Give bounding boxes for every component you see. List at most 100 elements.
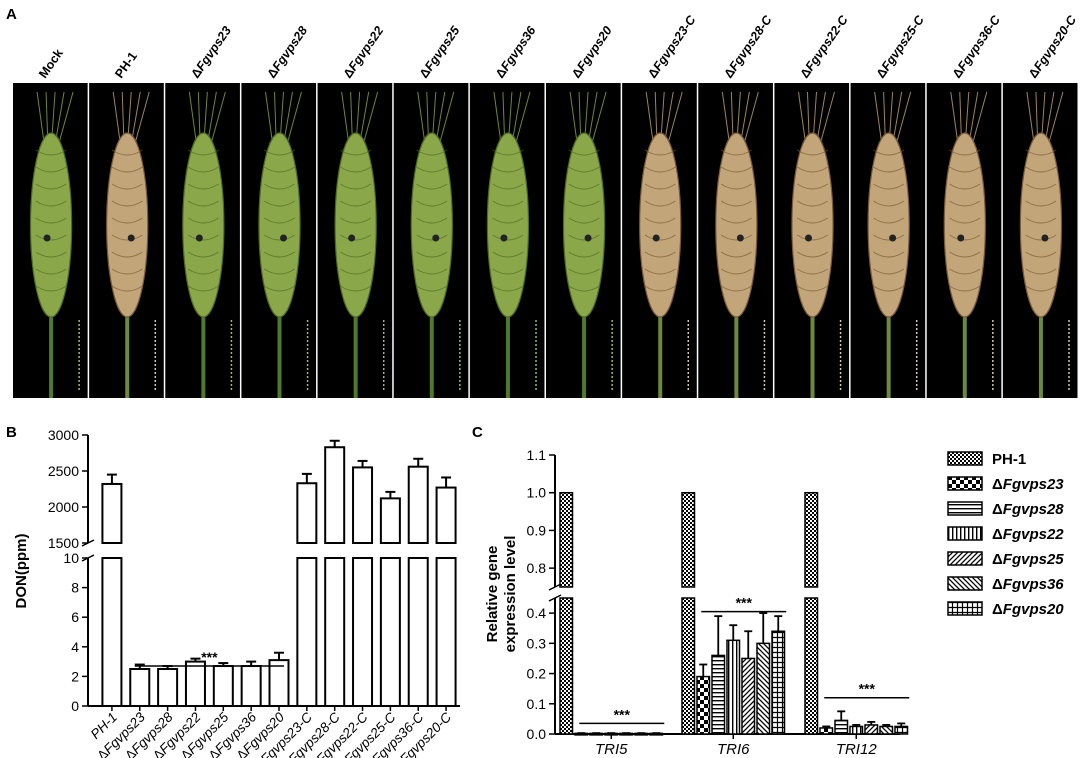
legend-item: ΔFgvps20 bbox=[947, 601, 1064, 618]
legend-swatch bbox=[947, 451, 983, 466]
wheat-spikelet bbox=[949, 268, 981, 275]
wheat-spikelet bbox=[35, 200, 67, 207]
bar-group-TRI6 bbox=[681, 491, 786, 735]
photo-tile-1 bbox=[89, 83, 164, 398]
wheat-spikelet bbox=[263, 217, 296, 224]
legend-label: PH-1 bbox=[992, 451, 1026, 468]
bar bbox=[756, 642, 771, 735]
photo-tile-13 bbox=[1002, 83, 1078, 398]
wheat-spikelet bbox=[340, 217, 372, 224]
wheat-spikelet bbox=[187, 149, 219, 156]
inoculation-site bbox=[652, 234, 660, 242]
bar-group-TRI12 bbox=[804, 491, 909, 735]
legend-item: ΔFgvps36 bbox=[947, 576, 1064, 593]
wheat-spikelet bbox=[416, 183, 448, 190]
wheat-spikelet bbox=[873, 234, 905, 241]
bar bbox=[804, 597, 819, 735]
x-tick-label: TRI12 bbox=[836, 741, 878, 758]
wheat-spikelet bbox=[1025, 234, 1057, 241]
wheat-spikelet bbox=[111, 166, 143, 173]
y-tick-label: 3000 bbox=[48, 427, 79, 443]
legend-label: ΔFgvps20 bbox=[992, 601, 1064, 618]
bar bbox=[129, 668, 151, 707]
bar bbox=[407, 557, 429, 707]
wheat-spikelet bbox=[796, 200, 829, 207]
bar bbox=[379, 497, 401, 544]
wheat-head bbox=[715, 132, 758, 318]
wheat-spikelet bbox=[568, 166, 600, 173]
bar bbox=[894, 725, 909, 735]
wheat-spikelet bbox=[340, 251, 372, 258]
legend-item: ΔFgvps23 bbox=[947, 476, 1064, 493]
legend-label: ΔFgvps23 bbox=[992, 476, 1064, 493]
bar bbox=[407, 465, 429, 544]
bar bbox=[559, 597, 574, 735]
bar bbox=[819, 727, 834, 735]
strain-label: ΔFgvps25-C bbox=[874, 12, 928, 81]
wheat-spikelet bbox=[492, 183, 524, 190]
wheat-head bbox=[258, 132, 301, 318]
bar bbox=[379, 557, 401, 707]
wheat-spikelet bbox=[796, 149, 829, 156]
wheat-spikelet bbox=[416, 200, 448, 207]
axis-break-mark bbox=[548, 583, 562, 591]
inoculation-site bbox=[957, 234, 965, 242]
y-tick-label: 4 bbox=[71, 639, 79, 655]
photo-tile-10 bbox=[774, 83, 850, 398]
bar bbox=[157, 668, 179, 707]
photo-tile-4 bbox=[317, 83, 393, 398]
inoculation-site bbox=[736, 234, 744, 242]
wheat-spikelet bbox=[720, 285, 752, 292]
wheat-spikelet bbox=[1025, 183, 1057, 190]
legend-label: ΔFgvps36 bbox=[992, 576, 1064, 593]
inoculation-site bbox=[805, 234, 812, 242]
wheat-spikelet bbox=[35, 217, 67, 224]
legend-swatch bbox=[947, 476, 983, 491]
wheat-spikelet bbox=[340, 285, 372, 292]
y-tick-label: 0.1 bbox=[527, 696, 547, 712]
chart-legend: PH-1 ΔFgvps23 ΔFgvps28 ΔFgvps22 ΔFgvps25 ΔFgv… bbox=[947, 451, 1064, 618]
wheat-spikelet bbox=[263, 285, 296, 292]
wheat-head bbox=[410, 132, 453, 318]
bar bbox=[435, 557, 457, 707]
wheat-spikelet bbox=[949, 234, 981, 241]
wheat-spikelet bbox=[644, 200, 676, 207]
strain-label: ΔFgvps20 bbox=[569, 24, 615, 81]
bar bbox=[879, 725, 894, 735]
wheat-head bbox=[486, 132, 530, 318]
wheat-spikelet bbox=[111, 149, 143, 156]
wheat-spikelet bbox=[111, 217, 143, 224]
legend-item: ΔFgvps28 bbox=[947, 501, 1064, 518]
y-tick-label: 0.0 bbox=[527, 726, 547, 742]
y-tick-label: 0.8 bbox=[527, 560, 547, 576]
wheat-spikelet bbox=[187, 285, 219, 292]
photo-tile-8 bbox=[622, 83, 697, 398]
wheat-spikelet bbox=[568, 149, 600, 156]
wheat-head bbox=[334, 132, 377, 318]
wheat-spikelet bbox=[568, 200, 600, 207]
wheat-spikelet bbox=[35, 166, 67, 173]
wheat-spikelet bbox=[796, 166, 829, 173]
bar bbox=[804, 491, 819, 588]
wheat-head bbox=[562, 132, 606, 318]
wheat-head-photo-panel: Mock PH-1 ΔFgvps23 ΔFgvps28 ΔFgvps22 ΔFgvps25… bbox=[13, 12, 1080, 398]
wheat-spikelet bbox=[340, 268, 372, 275]
bar bbox=[741, 657, 756, 735]
bar bbox=[296, 557, 318, 707]
wheat-spikelet bbox=[796, 217, 829, 224]
photo-tile-6 bbox=[469, 83, 545, 398]
wheat-spikelet bbox=[644, 217, 676, 224]
wheat-spikelet bbox=[644, 149, 676, 156]
bar bbox=[240, 665, 262, 707]
wheat-spikelet bbox=[416, 285, 448, 292]
wheat-spikelet bbox=[187, 251, 219, 258]
legend-swatch bbox=[947, 601, 983, 616]
wheat-spikelet bbox=[111, 251, 143, 258]
wheat-spikelet bbox=[35, 251, 67, 258]
y-tick-label: 0.9 bbox=[527, 522, 547, 538]
wheat-spikelet bbox=[949, 166, 981, 173]
wheat-spikelet bbox=[949, 200, 981, 207]
legend-label: ΔFgvps22 bbox=[992, 526, 1064, 543]
inoculation-site bbox=[584, 234, 592, 242]
